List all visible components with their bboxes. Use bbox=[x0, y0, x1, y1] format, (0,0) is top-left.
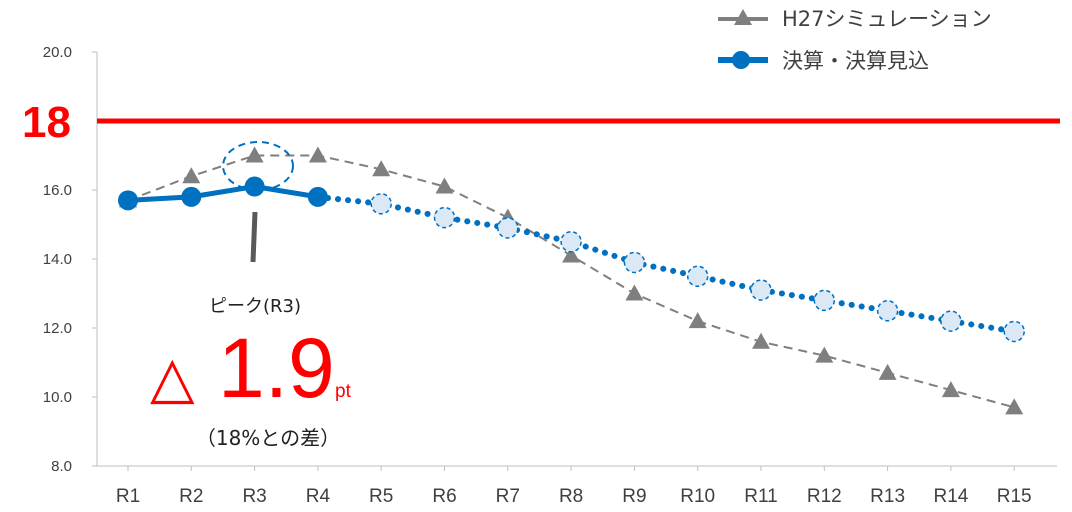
peak-highlight-ellipse bbox=[222, 141, 294, 191]
triangle-marker bbox=[245, 146, 264, 163]
reference-line-label: 18 bbox=[22, 98, 71, 147]
x-tick-label: R14 bbox=[933, 486, 968, 507]
y-tick-label: 8.0 bbox=[51, 458, 72, 475]
x-tick-label: R15 bbox=[997, 486, 1032, 507]
triangle-marker bbox=[625, 284, 644, 301]
triangle-marker bbox=[878, 363, 897, 380]
legend-label-actual: 決算・決算見込 bbox=[782, 49, 929, 73]
x-tick-label: R12 bbox=[807, 486, 842, 507]
x-tick-labels: R1 R2 R3 R4 R5 R6 R7 R8 R9 R10 R11 R12 R13 R14 R15 bbox=[116, 466, 1032, 507]
legend: H27シミュレーション 決算・決算見込 bbox=[718, 7, 992, 73]
circle-marker-forecast bbox=[370, 193, 392, 215]
series-actual bbox=[118, 176, 1025, 343]
triangle-marker bbox=[308, 146, 327, 163]
circle-marker-forecast bbox=[1003, 320, 1025, 343]
x-tick-label: R4 bbox=[306, 486, 331, 507]
difference-value: 1.9 bbox=[218, 321, 335, 415]
x-tick-label: R13 bbox=[870, 486, 905, 507]
difference-triangle: △ bbox=[150, 343, 195, 411]
x-tick-label: R3 bbox=[242, 486, 266, 507]
triangle-marker bbox=[815, 346, 834, 363]
circle-marker-forecast bbox=[940, 310, 962, 332]
triangle-marker bbox=[1005, 398, 1024, 415]
x-tick-label: R10 bbox=[680, 486, 715, 507]
triangle-marker bbox=[372, 160, 391, 177]
y-tick-label: 20.0 bbox=[43, 44, 72, 61]
legend-circle-marker bbox=[732, 51, 750, 69]
y-tick-label: 12.0 bbox=[43, 320, 72, 337]
x-tick-label: R6 bbox=[432, 486, 456, 507]
circle-marker bbox=[118, 190, 138, 211]
legend-label-h27: H27シミュレーション bbox=[782, 7, 992, 31]
peak-pointer-line bbox=[250, 211, 258, 263]
circle-marker-forecast bbox=[497, 217, 519, 239]
y-tick-label: 10.0 bbox=[43, 389, 72, 406]
series-line-solid bbox=[127, 184, 319, 203]
circle-marker-forecast bbox=[813, 289, 836, 312]
triangle-marker bbox=[752, 332, 770, 349]
difference-note: （18%との差） bbox=[196, 426, 340, 450]
triangle-marker bbox=[562, 246, 581, 263]
x-tick-label: R1 bbox=[116, 486, 140, 507]
triangle-marker bbox=[435, 177, 454, 194]
triangle-marker bbox=[688, 312, 707, 329]
x-tick-label: R5 bbox=[369, 486, 393, 507]
x-tick-label: R7 bbox=[496, 486, 520, 507]
triangle-marker bbox=[941, 381, 960, 398]
y-tick-marks bbox=[92, 51, 97, 467]
triangle-marker bbox=[182, 167, 201, 184]
x-tick-label: R2 bbox=[179, 486, 203, 507]
y-tick-label: 14.0 bbox=[43, 251, 72, 268]
circle-marker bbox=[307, 186, 328, 207]
peak-label: ピーク(R3) bbox=[209, 296, 301, 317]
circle-marker-forecast bbox=[560, 231, 582, 253]
circle-marker-forecast bbox=[623, 251, 646, 274]
y-tick-labels: 20.0 16.0 14.0 12.0 10.0 8.0 bbox=[43, 44, 72, 475]
circle-marker-forecast bbox=[433, 206, 456, 229]
legend-triangle-marker bbox=[734, 9, 752, 25]
circle-marker bbox=[181, 186, 202, 207]
circle-marker bbox=[244, 176, 265, 197]
x-tick-label: R8 bbox=[559, 486, 583, 507]
y-tick-label: 16.0 bbox=[43, 182, 72, 199]
difference-unit: pt bbox=[335, 381, 352, 402]
circle-marker-forecast bbox=[750, 279, 772, 301]
x-tick-label: R11 bbox=[744, 486, 777, 507]
circle-marker-forecast bbox=[876, 300, 899, 322]
x-tick-label: R9 bbox=[622, 486, 646, 507]
series-line-dotted bbox=[314, 193, 1018, 335]
circle-marker-forecast bbox=[686, 265, 709, 287]
